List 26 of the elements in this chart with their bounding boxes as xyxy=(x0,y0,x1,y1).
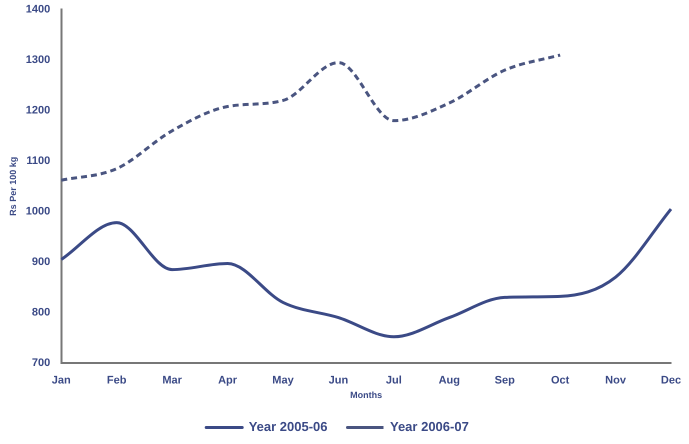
y-tick-label: 900 xyxy=(32,256,50,268)
x-tick-label: Jun xyxy=(328,374,348,387)
y-tick-label: 1100 xyxy=(26,155,50,168)
x-axis-title: Months xyxy=(350,390,382,400)
line-series xyxy=(60,54,562,182)
x-tick-label: Sep xyxy=(494,374,516,387)
y-tick-label: 800 xyxy=(32,306,50,319)
y-tick-label: 1400 xyxy=(26,4,50,16)
x-tick-label: Oct xyxy=(550,374,570,387)
x-tick-label: Apr xyxy=(218,374,238,387)
y-tick-label: 700 xyxy=(32,357,50,370)
x-tick-label: Aug xyxy=(438,374,460,387)
x-tick-label: Jul xyxy=(386,374,402,387)
x-tick-label: Jan xyxy=(52,374,72,387)
x-tick-label: Mar xyxy=(162,374,183,387)
y-tick-label: 1200 xyxy=(26,104,50,117)
legend-label: Year 2006-07 xyxy=(390,419,469,434)
y-tick-label: 1000 xyxy=(26,206,50,218)
x-tick-label: May xyxy=(272,374,295,387)
legend-label: Year 2005-06 xyxy=(248,419,328,434)
x-tick-label: Nov xyxy=(605,374,627,387)
x-tick-label: Feb xyxy=(106,374,127,387)
line-series xyxy=(60,208,672,338)
y-axis-title: Rs Per 100 kg xyxy=(8,156,18,216)
y-tick-label: 1300 xyxy=(26,54,50,66)
x-tick-label: Dec xyxy=(660,374,682,387)
